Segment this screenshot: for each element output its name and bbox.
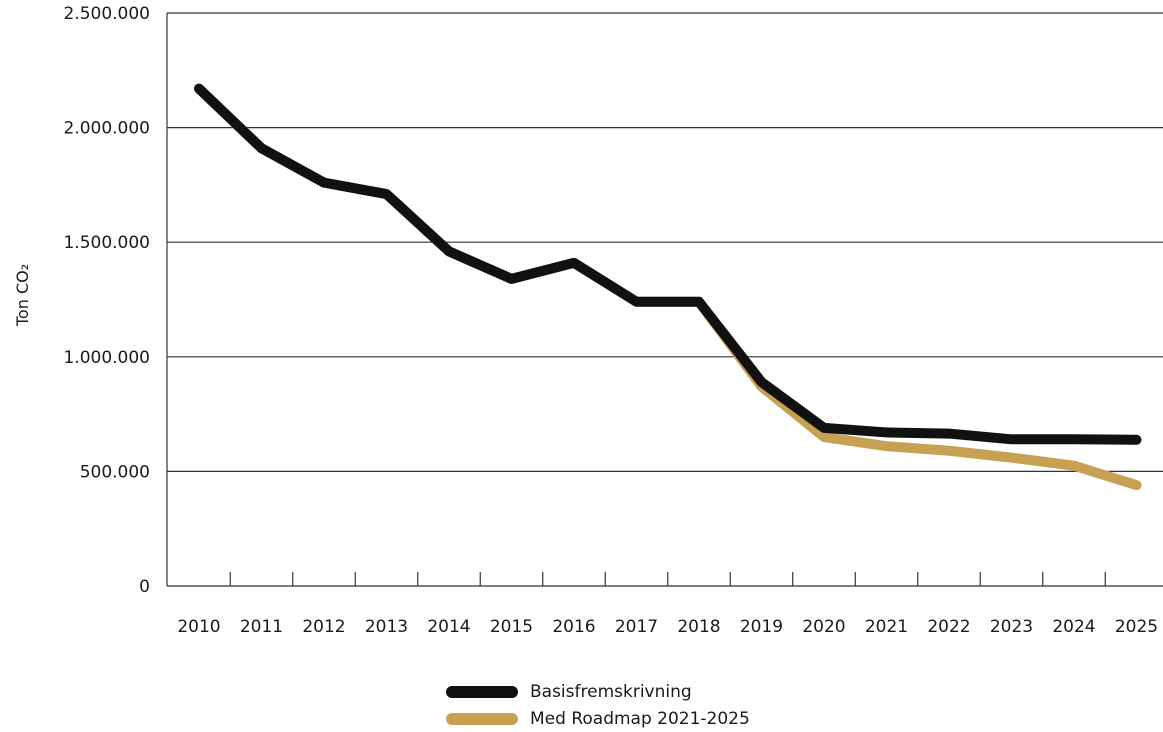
x-tick-label: 2015 [490, 617, 533, 637]
x-tick-label: 2010 [177, 617, 220, 637]
legend-item-basisfremskrivning: Basisfremskrivning [446, 678, 750, 705]
legend-item-med-roadmap: Med Roadmap 2021-2025 [446, 705, 750, 732]
series-line-basisfremskrivning [194, 83, 1142, 445]
y-tick-label: 1.500.000 [63, 233, 150, 253]
x-tick-label: 2018 [677, 617, 720, 637]
series-lines [194, 83, 1142, 491]
axes [166, 13, 1163, 587]
legend-swatch-med-roadmap [446, 712, 518, 725]
y-tick-label: 2.000.000 [63, 119, 150, 139]
y-tick-label: 1.000.000 [63, 348, 150, 368]
x-tick-label: 2016 [552, 617, 595, 637]
x-tick-label: 2023 [990, 617, 1033, 637]
y-axis-label: Ton CO₂ [13, 264, 32, 327]
gridlines [167, 12, 1163, 472]
y-tick-label: 2.500.000 [63, 4, 150, 24]
x-tick-label: 2011 [240, 617, 283, 637]
x-tick-label: 2019 [740, 617, 783, 637]
x-tick-label: 2024 [1052, 617, 1095, 637]
x-tick-label: 2013 [365, 617, 408, 637]
y-tick-label: 500.000 [80, 462, 150, 482]
x-tick-label: 2020 [802, 617, 845, 637]
x-tick-label: 2025 [1115, 617, 1158, 637]
y-tick-label: 0 [139, 577, 150, 597]
legend-label-med-roadmap: Med Roadmap 2021-2025 [530, 708, 750, 729]
x-tick-label: 2022 [927, 617, 970, 637]
series-line-med-roadmap-2021-2025 [194, 83, 1142, 491]
legend-label-basisfremskrivning: Basisfremskrivning [530, 681, 692, 702]
legend-swatch-basisfremskrivning [446, 685, 518, 698]
x-tick-labels: 2010 2011 2012 2013 2014 2015 2016 2017 2018 2019… [177, 572, 1158, 637]
x-tick-label: 2012 [302, 617, 345, 637]
y-tick-labels: 0 500.000 1.000.000 1.500.000 2.000.000 2.500… [63, 4, 150, 597]
legend: Basisfremskrivning Med Roadmap 2021-2025 [446, 678, 750, 732]
x-tick-label: 2017 [615, 617, 658, 637]
x-tick-label: 2014 [427, 617, 470, 637]
x-tick-label: 2021 [865, 617, 908, 637]
